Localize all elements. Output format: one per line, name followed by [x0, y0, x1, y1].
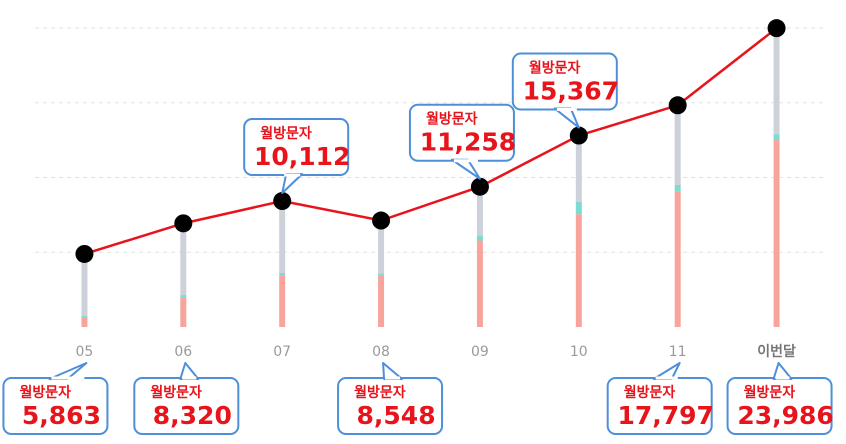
bar-segment [378, 275, 385, 327]
bar-segment [180, 295, 187, 298]
x-tick-label: 05 [76, 344, 94, 360]
callout-title: 월방문자 [744, 384, 796, 401]
callout-title: 월방문자 [354, 384, 406, 401]
value-label: 11,258 [420, 128, 516, 157]
callout-title: 월방문자 [19, 384, 71, 401]
callout-title: 월방문자 [529, 60, 581, 77]
bar-segment [180, 223, 187, 296]
callout-title: 월방문자 [260, 125, 312, 142]
value-label: 5,863 [22, 401, 101, 430]
callout-title: 월방문자 [624, 384, 676, 401]
value-label: 15,367 [523, 77, 619, 106]
bar-segment [575, 214, 582, 327]
bar-segment [575, 135, 582, 202]
value-label: 8,320 [153, 401, 232, 430]
x-tick-label: 11 [669, 344, 687, 360]
line [84, 27, 778, 256]
callout-pointer [450, 158, 481, 180]
x-tick-label: 10 [570, 344, 588, 360]
point [767, 19, 786, 38]
bar-segment [674, 191, 681, 327]
bar-segment [378, 220, 385, 274]
callout-title: 월방문자 [426, 111, 478, 128]
x-tick-label: 07 [273, 344, 291, 360]
bar-segment [180, 297, 187, 327]
bar-segment [279, 273, 286, 276]
point [668, 96, 687, 115]
bar-segment [476, 186, 483, 236]
callout-pointer [553, 107, 580, 129]
bar-segment [773, 140, 780, 327]
bar-segment [773, 134, 780, 141]
bar-segment [575, 201, 582, 215]
bar-segment [81, 315, 88, 318]
bar-segment [81, 253, 88, 316]
value-label: 23,986 [737, 401, 833, 430]
point [569, 126, 588, 145]
value-label: 10,112 [254, 142, 350, 171]
x-tick-label: 09 [471, 344, 489, 360]
point [372, 211, 391, 230]
value-label: 8,548 [357, 401, 436, 430]
bar-segment [279, 275, 286, 327]
bar-segment [674, 184, 681, 192]
x-tick-label: 08 [372, 344, 390, 360]
bar-segment [378, 273, 385, 276]
callout-title: 월방문자 [150, 384, 202, 401]
point [273, 192, 292, 211]
bar-segment [476, 240, 483, 327]
point [470, 177, 489, 196]
bar-segment [279, 201, 286, 274]
bar-segment [674, 105, 681, 185]
bar-segment [81, 317, 88, 327]
bar-segment [476, 235, 483, 241]
callout-pointer [281, 173, 304, 195]
x-tick-label: 06 [174, 344, 192, 360]
point [174, 214, 193, 233]
x-tick-label: 이번달 [757, 343, 796, 360]
value-label: 17,797 [617, 401, 713, 430]
bar-segment [773, 28, 780, 135]
point [75, 244, 94, 263]
